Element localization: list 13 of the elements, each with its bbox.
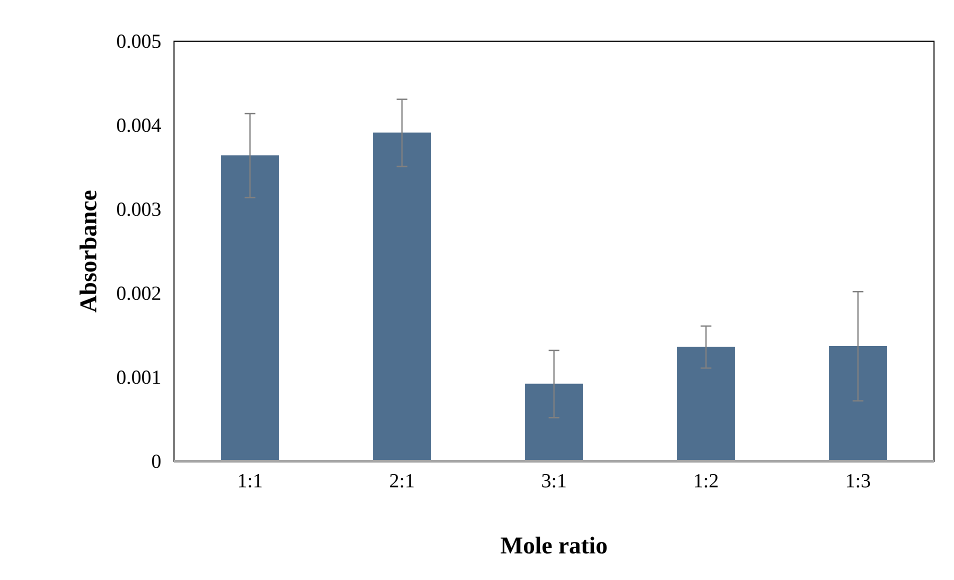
x-tick-label: 1:1 bbox=[238, 474, 262, 488]
x-tick-label: 1:3 bbox=[846, 474, 870, 488]
y-tick-label: 0 bbox=[152, 454, 161, 468]
y-tick-label: 0.005 bbox=[117, 34, 161, 48]
x-axis-title: Mole ratio bbox=[500, 536, 607, 554]
x-tick-label: 2:1 bbox=[390, 474, 414, 488]
x-tick-label: 3:1 bbox=[542, 474, 566, 488]
y-tick-label: 0.002 bbox=[117, 286, 160, 300]
y-tick-label: 0.001 bbox=[117, 370, 160, 384]
y-tick-label: 0.004 bbox=[117, 118, 161, 132]
y-axis-title: Absorbance bbox=[80, 190, 96, 312]
x-tick-label: 1:2 bbox=[694, 474, 718, 488]
y-tick-label: 0.003 bbox=[117, 202, 161, 216]
